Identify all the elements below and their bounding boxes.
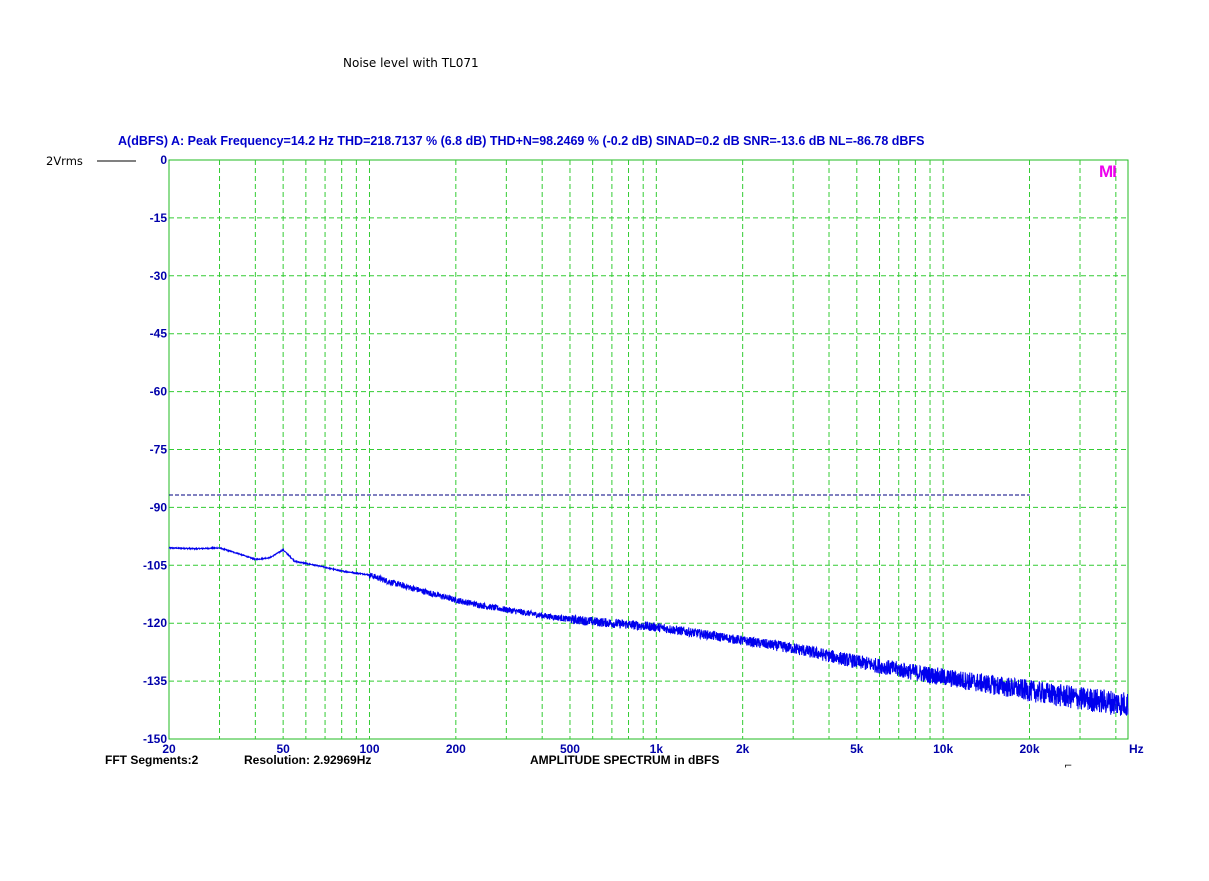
- measurement-header: A(dBFS) A: Peak Frequency=14.2 Hz THD=21…: [118, 134, 924, 148]
- y-tick-labels: 0 -15 -30 -45 -60 -75 -90 -105 -120 -135 -150: [143, 153, 167, 746]
- corner-marker: ⌐: [1064, 761, 1072, 772]
- y-tick-label: -75: [150, 443, 168, 457]
- y-tick-label: -60: [150, 385, 168, 399]
- x-tick-label: 500: [560, 742, 580, 756]
- x-unit-label: Hz: [1129, 742, 1144, 756]
- x-tick-label: 200: [446, 742, 466, 756]
- chart-title: Noise level with TL071: [343, 56, 479, 70]
- y-tick-label: 0: [160, 153, 167, 167]
- x-tick-label: 2k: [736, 742, 750, 756]
- y-tick-label: -15: [150, 211, 168, 225]
- fft-segments-label: FFT Segments:2: [105, 753, 199, 767]
- ap-logo: MI: [1099, 162, 1116, 181]
- plot-frame: [168, 159, 1129, 740]
- y-tick-label: -90: [150, 500, 168, 514]
- y-tick-label: -30: [150, 269, 168, 283]
- grid-lines: [169, 160, 1128, 739]
- y-tick-label: -105: [143, 558, 167, 572]
- x-tick-label: 10k: [933, 742, 953, 756]
- x-tick-label: 1k: [650, 742, 664, 756]
- series-layer: [168, 545, 1129, 716]
- x-tick-label: 50: [276, 742, 290, 756]
- x-tick-label: 20: [162, 742, 176, 756]
- y-tick-label: -120: [143, 616, 167, 630]
- y-tick-label: -135: [143, 674, 167, 688]
- x-tick-labels: 20 50 100 200 500 1k 2k 5k 10k 20k: [162, 742, 1040, 756]
- resolution-label: Resolution: 2.92969Hz: [244, 753, 371, 767]
- x-tick-label: 20k: [1019, 742, 1039, 756]
- y-tick-label: -150: [143, 732, 167, 746]
- spectrum-series-line: [168, 545, 1129, 716]
- y-tick-label: -45: [150, 327, 168, 341]
- spectrum-caption: AMPLITUDE SPECTRUM in dBFS: [530, 753, 719, 767]
- x-tick-label: 5k: [850, 742, 864, 756]
- scale-label: 2Vrms: [46, 154, 83, 168]
- x-tick-label: 100: [359, 742, 379, 756]
